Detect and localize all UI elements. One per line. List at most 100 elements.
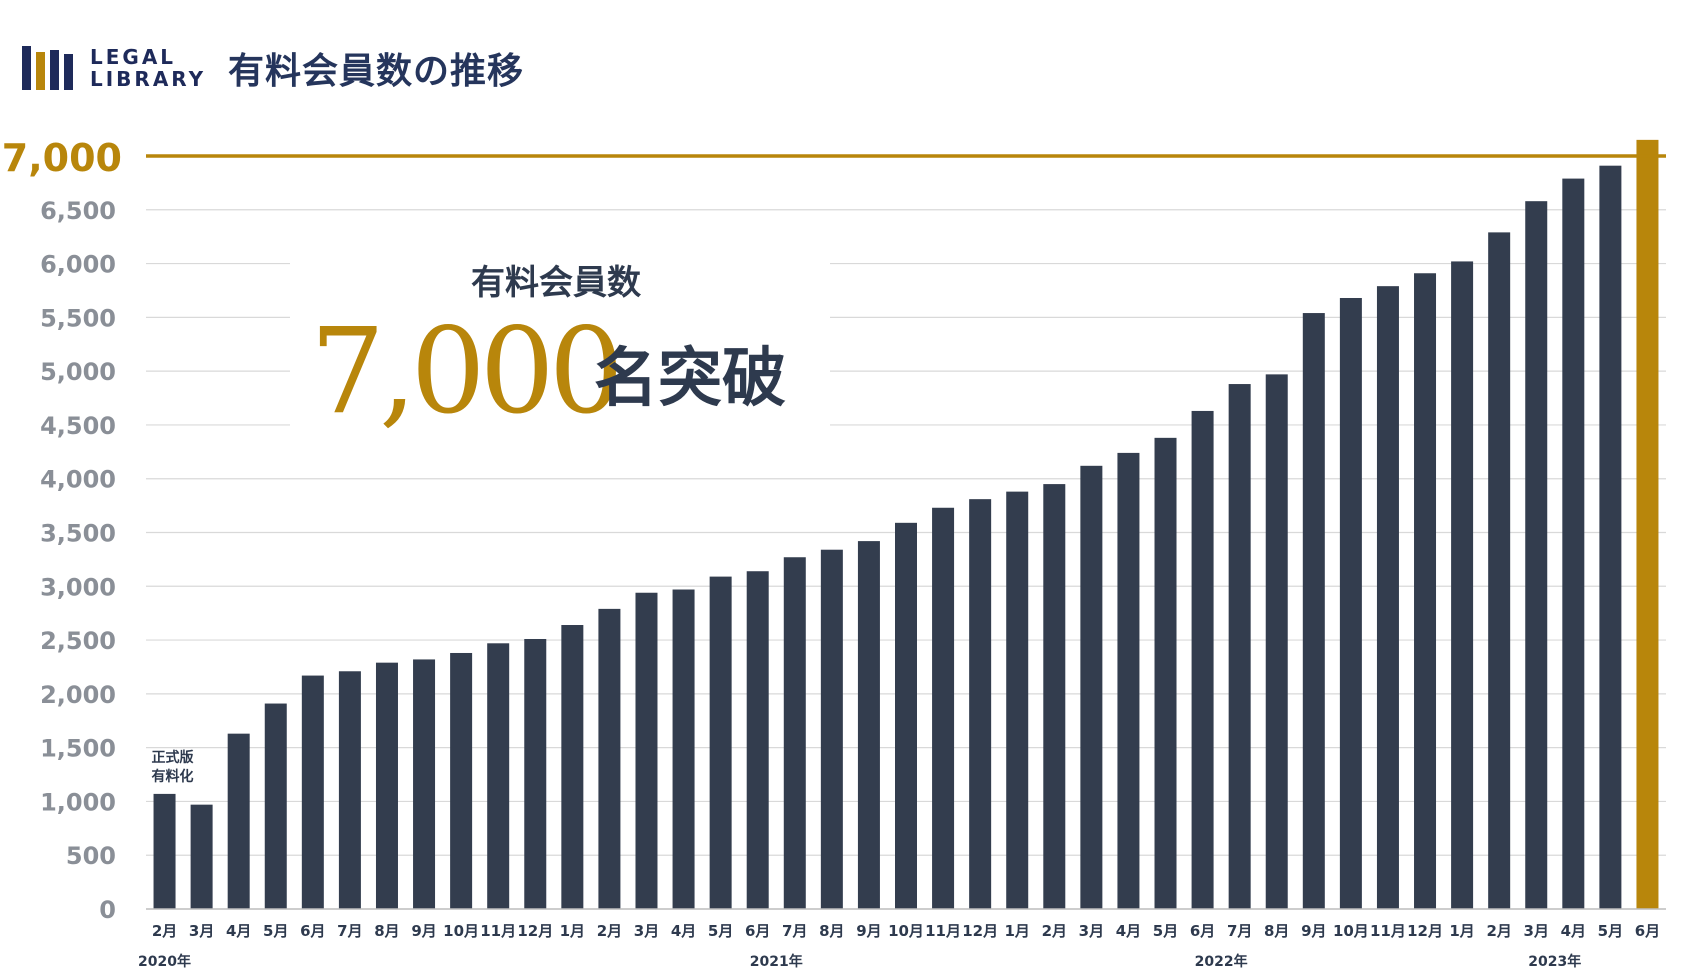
bar (524, 638, 547, 909)
x-tick-label: 3月 (1524, 922, 1549, 940)
y-tick-label: 500 (66, 842, 116, 870)
x-tick-label: 5月 (1598, 922, 1623, 940)
x-tick-label: 1月 (1449, 922, 1474, 940)
bar (1117, 452, 1140, 909)
bar (413, 659, 436, 909)
bar (375, 662, 398, 909)
bar (301, 675, 324, 909)
bar (561, 625, 584, 909)
bar (1525, 201, 1548, 909)
bar (820, 549, 843, 909)
y-tick-label: 1,500 (40, 735, 116, 763)
y-tick-label: 3,000 (40, 573, 116, 601)
callout-number: 7,000 (310, 302, 618, 440)
x-tick-label: 8月 (1264, 922, 1289, 940)
bar (1265, 374, 1288, 909)
x-tick-label: 3月 (1079, 922, 1104, 940)
x-tick-label: 4月 (671, 922, 696, 940)
x-tick-label: 2月 (1486, 922, 1511, 940)
x-tick-label: 3月 (189, 922, 214, 940)
bar (1562, 178, 1585, 910)
logo-bar (36, 52, 45, 90)
x-tick-label: 9月 (856, 922, 881, 940)
y-tick-label: 6,000 (40, 251, 116, 279)
y-tick-label: 1,000 (40, 788, 116, 816)
header: LEGAL LIBRARY 有料会員数の推移 (0, 0, 1694, 110)
bar (746, 571, 769, 909)
y-tick-label: 2,500 (40, 627, 116, 655)
bar (1376, 286, 1399, 909)
year-label: 2023年 (1528, 953, 1581, 970)
x-tick-label: 2月 (1042, 922, 1067, 940)
bar (1488, 232, 1511, 909)
bar (1228, 384, 1251, 910)
x-tick-label: 5月 (708, 922, 733, 940)
x-tick-label: 12月 (517, 922, 553, 940)
x-tick-label: 8月 (374, 922, 399, 940)
x-tick-label: 11月 (480, 922, 516, 940)
highlight-bar (1636, 139, 1659, 910)
x-tick-label: 7月 (337, 922, 362, 940)
x-tick-label: 5月 (263, 922, 288, 940)
y-tick-label: 5,000 (40, 358, 116, 386)
bar (190, 804, 213, 909)
x-tick-label: 4月 (1116, 922, 1141, 940)
callout-suffix: 名突破 (594, 341, 786, 416)
bar (1339, 297, 1362, 910)
bar (672, 589, 695, 909)
x-tick-label: 10月 (888, 922, 924, 940)
callout-subtitle: 有料会員数 (471, 263, 641, 303)
year-label: 2021年 (750, 953, 803, 970)
y-tick-label: 4,500 (40, 412, 116, 440)
y-tick-label: 0 (99, 896, 116, 924)
bar (1006, 491, 1029, 909)
x-tick-label: 8月 (819, 922, 844, 940)
bar (1080, 465, 1103, 909)
y-tick-label: 4,000 (40, 466, 116, 494)
bar (227, 733, 250, 909)
x-tick-label: 6月 (745, 922, 770, 940)
bar (1414, 273, 1437, 909)
x-tick-label: 12月 (1407, 922, 1443, 940)
x-tick-label: 11月 (925, 922, 961, 940)
page-title: 有料会員数の推移 (228, 51, 525, 92)
x-tick-label: 4月 (226, 922, 251, 940)
target-label: 7,000 (2, 136, 122, 180)
bar (709, 576, 732, 909)
bar (1154, 437, 1177, 909)
logo-bar (50, 50, 59, 90)
x-tick-label: 1月 (560, 922, 585, 940)
bar (1191, 410, 1214, 909)
logo-bar (22, 46, 31, 90)
bar (1043, 484, 1066, 909)
x-tick-label: 6月 (1635, 922, 1660, 940)
logo-bar (64, 54, 73, 90)
y-tick-label: 3,500 (40, 520, 116, 548)
x-tick-label: 1月 (1005, 922, 1030, 940)
legal-library-logo: LEGAL LIBRARY (22, 42, 212, 92)
bar (932, 507, 955, 909)
annotation-label: 有料化 (152, 768, 194, 785)
bar (969, 499, 992, 909)
bar (487, 643, 510, 909)
bar (1599, 165, 1622, 910)
annotation-label: 正式版 (152, 749, 194, 766)
bar (598, 608, 621, 909)
bar (783, 557, 806, 909)
x-tick-label: 2月 (597, 922, 622, 940)
logo-line2: LIBRARY (90, 67, 207, 91)
bar (1302, 313, 1325, 909)
x-tick-label: 6月 (300, 922, 325, 940)
x-tick-label: 11月 (1370, 922, 1406, 940)
bar (1451, 261, 1474, 909)
x-tick-label: 7月 (782, 922, 807, 940)
x-tick-label: 2月 (152, 922, 177, 940)
callout-background (290, 250, 830, 440)
bar (895, 522, 917, 909)
x-tick-label: 12月 (962, 922, 998, 940)
bar (450, 652, 473, 909)
bar (338, 671, 361, 909)
y-tick-label: 5,500 (40, 304, 116, 332)
x-tick-label: 10月 (443, 922, 479, 940)
x-tick-label: 9月 (1301, 922, 1326, 940)
